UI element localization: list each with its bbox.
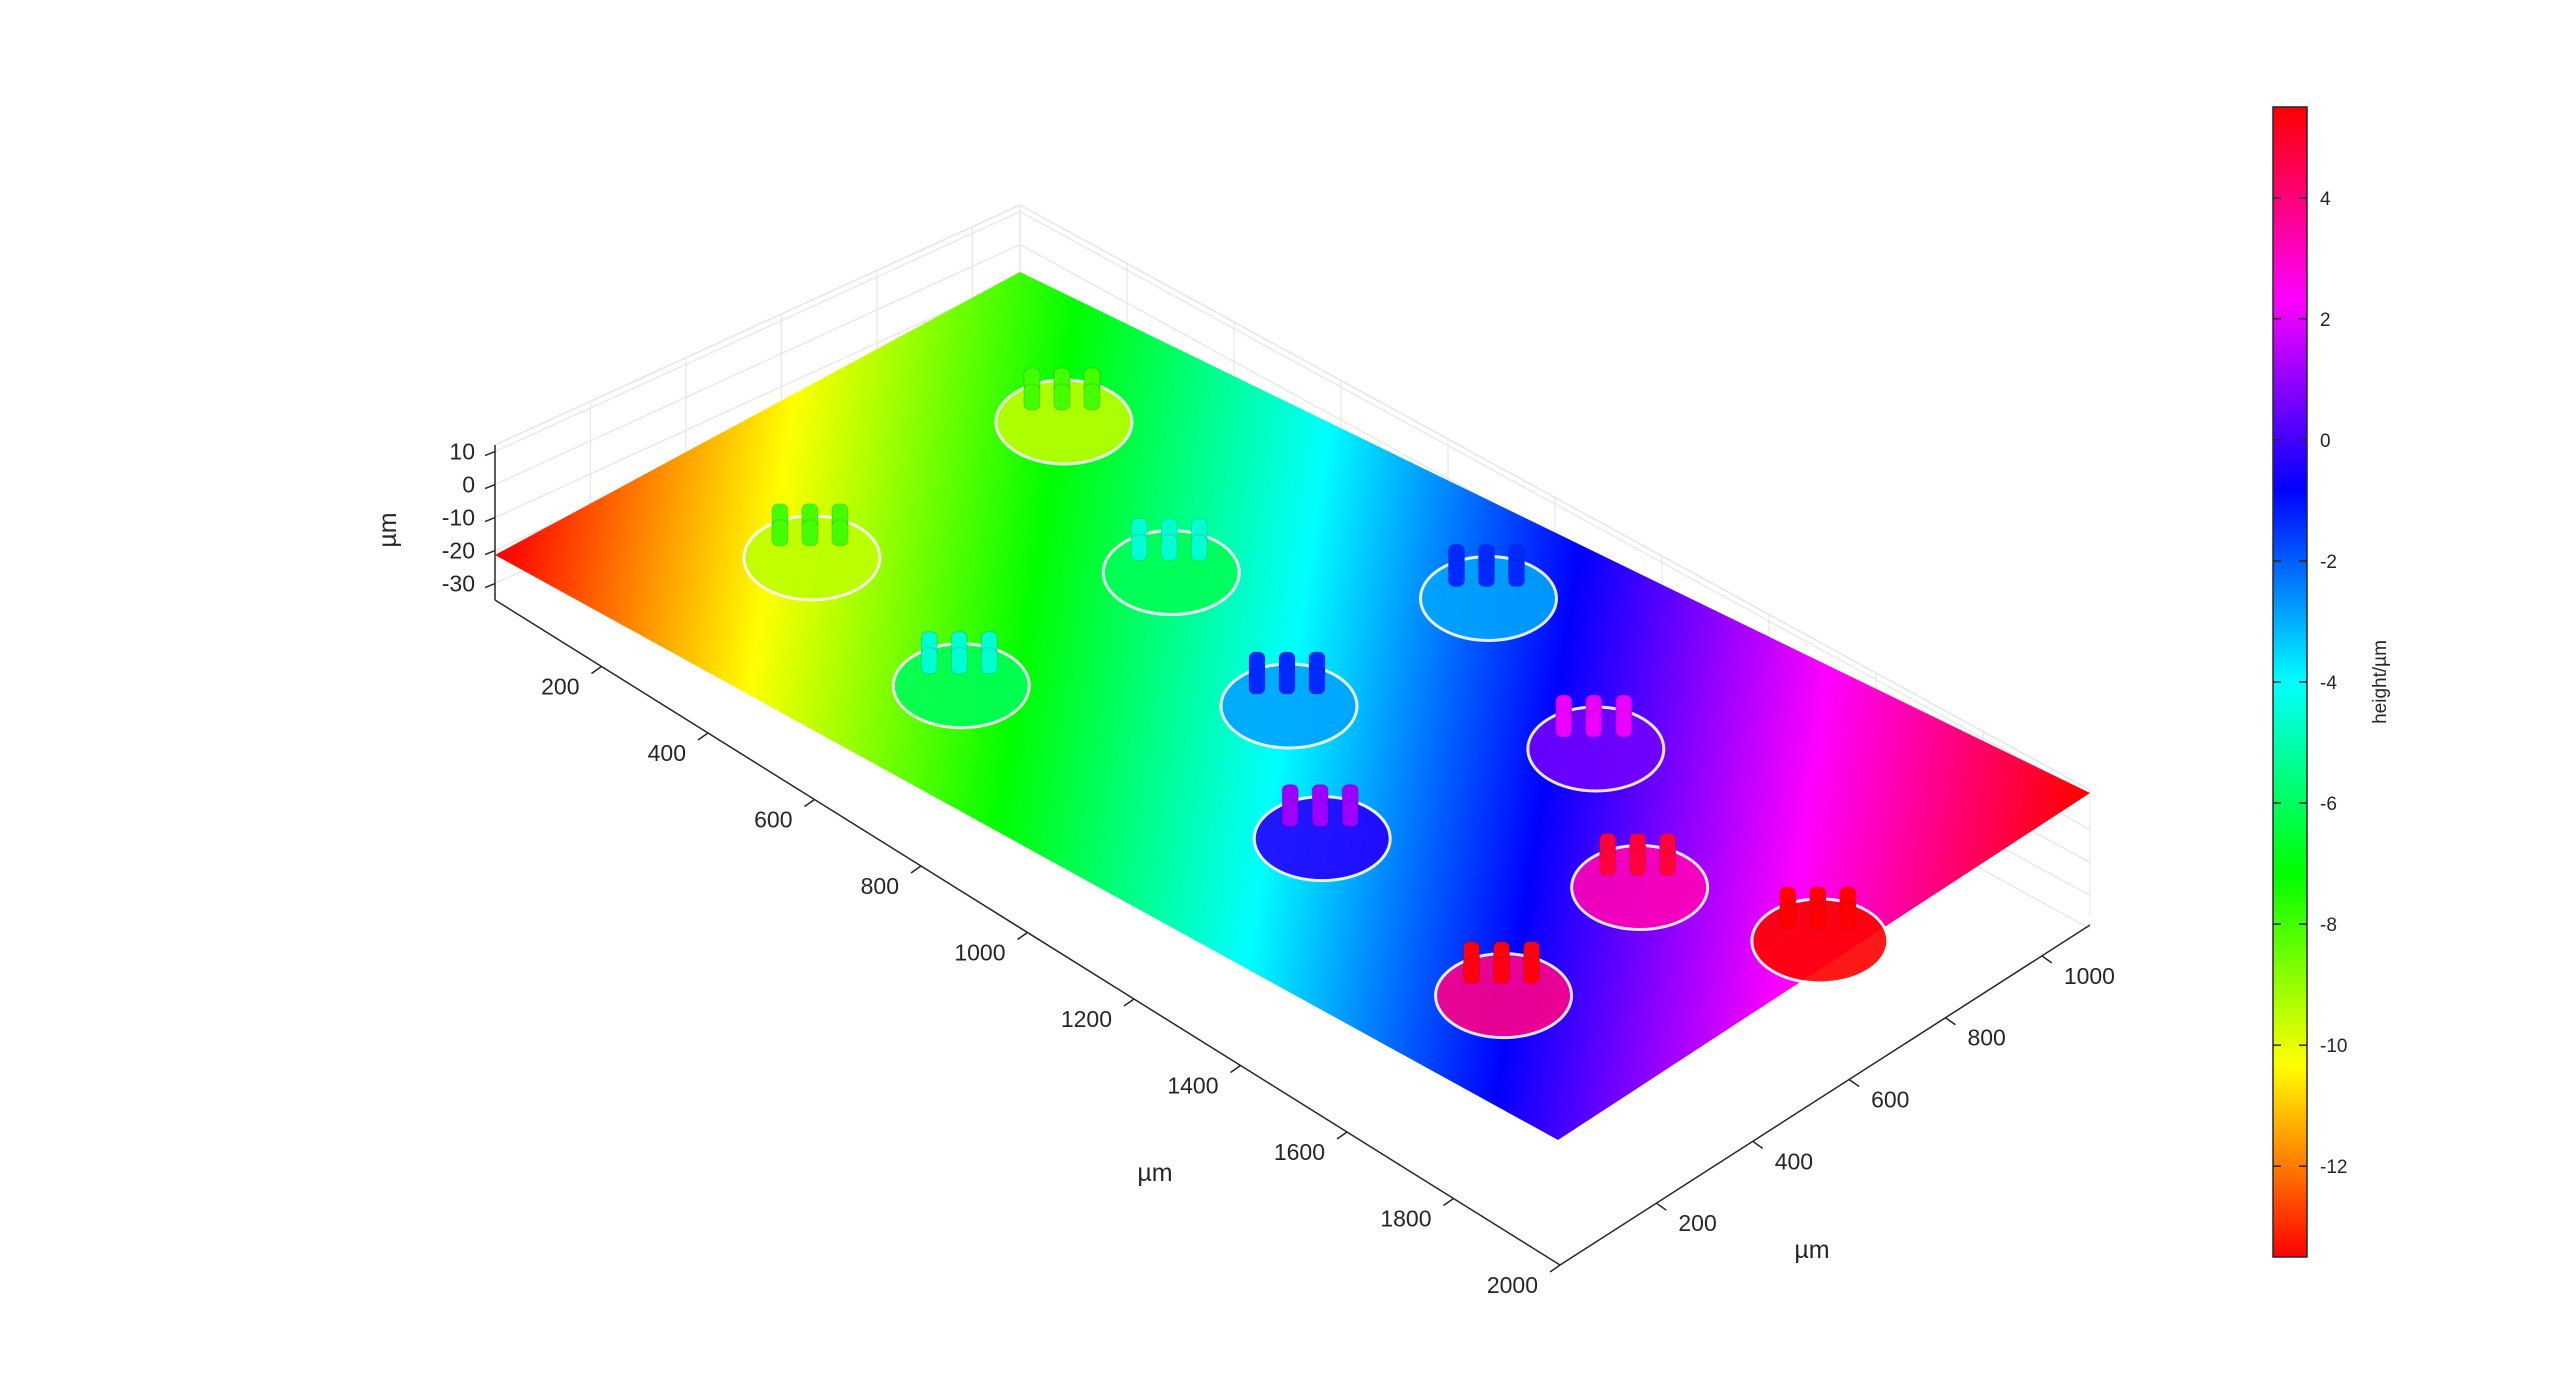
x-tick: [1123, 998, 1135, 1007]
x-tick: [697, 732, 709, 741]
y-axis-title: µm: [1794, 1236, 1829, 1264]
y-tick: [1752, 1140, 1764, 1149]
pillar: [1448, 559, 1465, 587]
grid-line: [494, 277, 1021, 519]
colorbar-tick-label: -8: [2320, 915, 2337, 936]
pillar: [1585, 710, 1603, 738]
y-tick: [2041, 955, 2053, 964]
pillar: [1659, 849, 1677, 877]
grid-line: [494, 244, 1021, 486]
pillar: [1555, 710, 1573, 738]
z-tick: [484, 450, 496, 457]
pillar: [1809, 902, 1827, 930]
grid-line: [1019, 211, 2091, 798]
z-axis-title: µm: [374, 512, 402, 547]
feature-layer: [742, 367, 1890, 1040]
pillar: [1130, 534, 1148, 562]
x-tick: [1017, 931, 1028, 941]
z-tick-label: 0: [462, 472, 475, 498]
x-tick: [1443, 1197, 1454, 1207]
pillar: [1629, 849, 1647, 877]
y-axis-line: [1559, 924, 2091, 1266]
pillar: [1779, 902, 1797, 930]
colorbar-tick-label: -10: [2320, 1036, 2347, 1057]
x-tick: [1230, 1064, 1241, 1074]
z-tick-label: -20: [442, 538, 475, 564]
pillar: [1341, 800, 1359, 828]
x-tick-label: 1000: [954, 940, 1005, 966]
y-tick: [1945, 1017, 1956, 1026]
pillar: [831, 519, 849, 547]
colorbar-tick-label: -6: [2320, 794, 2337, 815]
pillar: [1278, 667, 1296, 695]
colorbar-title: height/µm: [2370, 640, 2391, 724]
z-tick: [484, 516, 496, 523]
y-tick-label: 600: [1871, 1087, 1909, 1113]
x-tick-label: 400: [648, 740, 686, 766]
x-axis-title: µm: [1137, 1159, 1172, 1187]
pillar: [1463, 957, 1481, 985]
z-tick: [484, 549, 496, 556]
x-tick: [804, 798, 815, 808]
label-layer: µm µm µm: [374, 512, 1830, 1264]
pillar: [1281, 800, 1299, 828]
pillar: [1160, 534, 1178, 562]
pillar: [1599, 849, 1617, 877]
x-tick-label: 1800: [1380, 1206, 1431, 1232]
pillar: [1311, 800, 1329, 828]
y-tick-label: 1000: [2064, 963, 2115, 989]
pillar: [980, 647, 998, 675]
pillar: [1190, 534, 1208, 562]
x-tick: [910, 865, 922, 874]
x-tick: [591, 665, 602, 675]
x-tick-label: 1200: [1061, 1006, 1112, 1032]
pillar: [1248, 667, 1266, 695]
x-tick-label: 2000: [1487, 1272, 1538, 1298]
z-tick: [484, 483, 496, 490]
pillar: [950, 647, 968, 675]
x-tick-label: 200: [541, 674, 579, 700]
x-tick-label: 600: [754, 807, 792, 833]
colorbar-tick-label: 4: [2320, 189, 2331, 210]
pillar: [1508, 559, 1525, 587]
colorbar-ticks: 4 2 0 -2 -4 -6 -8 -10 -12: [2273, 189, 2347, 1178]
grid-line: [494, 204, 1021, 446]
y-tick-label: 400: [1775, 1148, 1813, 1174]
pillar: [1839, 902, 1857, 930]
x-tick-label: 1400: [1167, 1073, 1218, 1099]
pillar: [1493, 957, 1511, 985]
x-tick: [1336, 1131, 1348, 1140]
pillar: [1083, 383, 1101, 411]
axes-layer: 200 400 600 800 1000 1200 1400 1600 1800 2000 200 4…: [442, 439, 2115, 1298]
pillar: [1523, 957, 1541, 985]
x-tick-label: 1600: [1274, 1139, 1325, 1165]
colorbar-tick-label: 0: [2320, 431, 2331, 452]
pillar: [1053, 383, 1071, 411]
x-tick: [1549, 1264, 1561, 1273]
colorbar-tick-label: 2: [2320, 310, 2331, 331]
z-tick-label: -30: [442, 571, 475, 597]
pillar: [801, 519, 819, 547]
pillar: [1478, 559, 1495, 587]
pillar: [1023, 383, 1041, 411]
colorbar-tick-label: -2: [2320, 552, 2337, 573]
pillar: [771, 519, 789, 547]
z-tick: [484, 582, 496, 589]
colorbar-tick-label: -4: [2320, 673, 2337, 694]
pillar: [920, 647, 938, 675]
x-tick-label: 800: [861, 873, 899, 899]
y-tick: [1848, 1078, 1860, 1088]
colorbar-tick-label: -12: [2320, 1157, 2347, 1178]
pillar: [1615, 710, 1633, 738]
y-tick: [1655, 1202, 1667, 1211]
pillar: [1308, 667, 1326, 695]
z-tick-label: -10: [442, 505, 475, 531]
z-tick-label: 10: [449, 439, 475, 465]
grid-line: [494, 211, 1021, 453]
colorbar: 4 2 0 -2 -4 -6 -8 -10 -12 height/µm: [2272, 106, 2391, 1258]
y-tick-label: 800: [1967, 1025, 2005, 1051]
y-tick-label: 200: [1678, 1210, 1716, 1236]
